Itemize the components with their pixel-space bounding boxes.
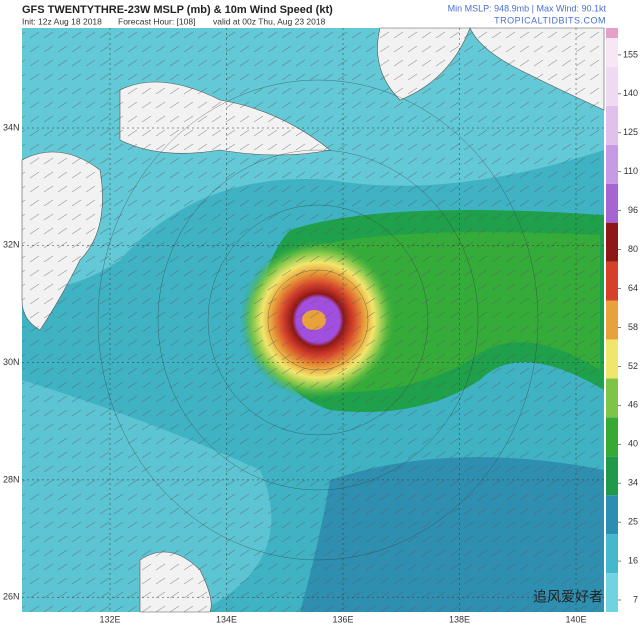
lat-label: 34N — [3, 122, 20, 132]
colorbar-segment — [606, 66, 618, 106]
map — [21, 27, 605, 613]
colorbar-top — [606, 28, 618, 38]
lat-label: 26N — [3, 592, 20, 602]
lat-label: 30N — [3, 357, 20, 367]
lat-label: 28N — [3, 474, 20, 484]
colorbar-label: 155 — [623, 49, 638, 59]
colorbar-label: 125 — [623, 127, 638, 137]
colorbar-label: 96 — [628, 205, 638, 215]
colorbar-segment — [606, 183, 618, 223]
valid-time: valid at 00z Thu, Aug 23 2018 — [213, 16, 326, 26]
colorbar-segment — [606, 144, 618, 184]
forecast-hour: Forecast Hour: [108] — [118, 16, 195, 26]
colorbar-label: 52 — [628, 361, 638, 371]
colorbar-label: 40 — [628, 439, 638, 449]
colorbar-segment — [606, 495, 618, 535]
colorbar-segment — [606, 105, 618, 145]
colorbar-segment — [606, 339, 618, 379]
colorbar-segment — [606, 534, 618, 574]
colorbar-label: 140 — [623, 88, 638, 98]
lon-label: 134E — [216, 614, 237, 624]
colorbar-label: 46 — [628, 400, 638, 410]
colorbar-segment — [606, 222, 618, 262]
colorbar: 7 16 25 34 40 46 52 58 64 80 96 110 125 140 155 — [606, 28, 638, 612]
colorbar-segment — [606, 417, 618, 457]
colorbar-label: 34 — [628, 478, 638, 488]
colorbar-label: 110 — [624, 166, 638, 176]
lat-label: 32N — [3, 240, 20, 250]
colorbar-label: 58 — [628, 322, 638, 332]
init: Init: 12z Aug 18 2018 — [22, 16, 102, 26]
stats: Min MSLP: 948.9mb | Max Wind: 90.1kt — [448, 3, 607, 13]
colorbar-segment — [606, 573, 618, 612]
colorbar-segment — [606, 378, 618, 418]
lon-label: 136E — [332, 614, 353, 624]
colorbar-label: 16 — [628, 555, 638, 565]
colorbar-segment — [606, 261, 618, 301]
colorbar-label: 80 — [628, 244, 638, 254]
colorbar-segment — [606, 456, 618, 496]
lon-label: 140E — [565, 614, 586, 624]
watermark: 追风爱好者 — [533, 589, 603, 605]
colorbar-segment — [606, 38, 618, 67]
colorbar-label: 64 — [628, 283, 638, 293]
title: GFS TWENTYTHRE-23W MSLP (mb) & 10m Wind … — [22, 4, 333, 16]
lon-label: 138E — [449, 614, 470, 624]
source: TROPICALTIDBITS.COM — [494, 15, 606, 25]
colorbar-segment — [606, 300, 618, 340]
colorbar-label: 7 — [633, 594, 638, 604]
colorbar-label: 25 — [628, 517, 638, 527]
lon-label: 132E — [99, 614, 120, 624]
